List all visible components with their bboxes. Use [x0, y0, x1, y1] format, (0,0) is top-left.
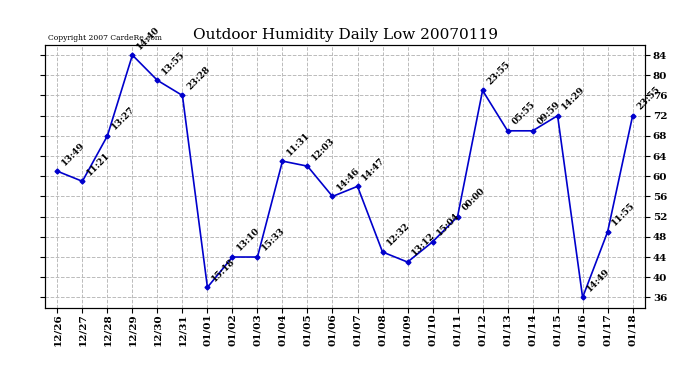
Title: Outdoor Humidity Daily Low 20070119: Outdoor Humidity Daily Low 20070119: [193, 28, 497, 42]
Text: 23:28: 23:28: [185, 64, 212, 92]
Text: 11:55: 11:55: [611, 201, 637, 228]
Text: 12:03: 12:03: [310, 135, 337, 162]
Text: 13:55: 13:55: [160, 50, 187, 76]
Text: 14:40: 14:40: [135, 24, 161, 51]
Text: 14:29: 14:29: [560, 85, 587, 111]
Text: 13:49: 13:49: [60, 140, 87, 167]
Text: 14:47: 14:47: [360, 156, 387, 182]
Text: 13:10: 13:10: [235, 226, 262, 253]
Text: 09:59: 09:59: [535, 100, 562, 127]
Text: 12:32: 12:32: [385, 221, 412, 248]
Text: 15:04: 15:04: [435, 211, 462, 238]
Text: 23:55: 23:55: [635, 85, 662, 111]
Text: Copyright 2007 CardeRe.com: Copyright 2007 CardeRe.com: [48, 34, 162, 42]
Text: 14:46: 14:46: [335, 166, 362, 192]
Text: 05:55: 05:55: [511, 100, 537, 127]
Text: 11:21: 11:21: [85, 150, 112, 177]
Text: 15:33: 15:33: [260, 226, 287, 253]
Text: 13:27: 13:27: [110, 105, 137, 132]
Text: 13:12: 13:12: [411, 231, 437, 258]
Text: 11:31: 11:31: [285, 130, 312, 157]
Text: 00:00: 00:00: [460, 186, 486, 213]
Text: 15:18: 15:18: [210, 256, 237, 283]
Text: 23:55: 23:55: [485, 60, 512, 86]
Text: 14:49: 14:49: [585, 267, 612, 293]
